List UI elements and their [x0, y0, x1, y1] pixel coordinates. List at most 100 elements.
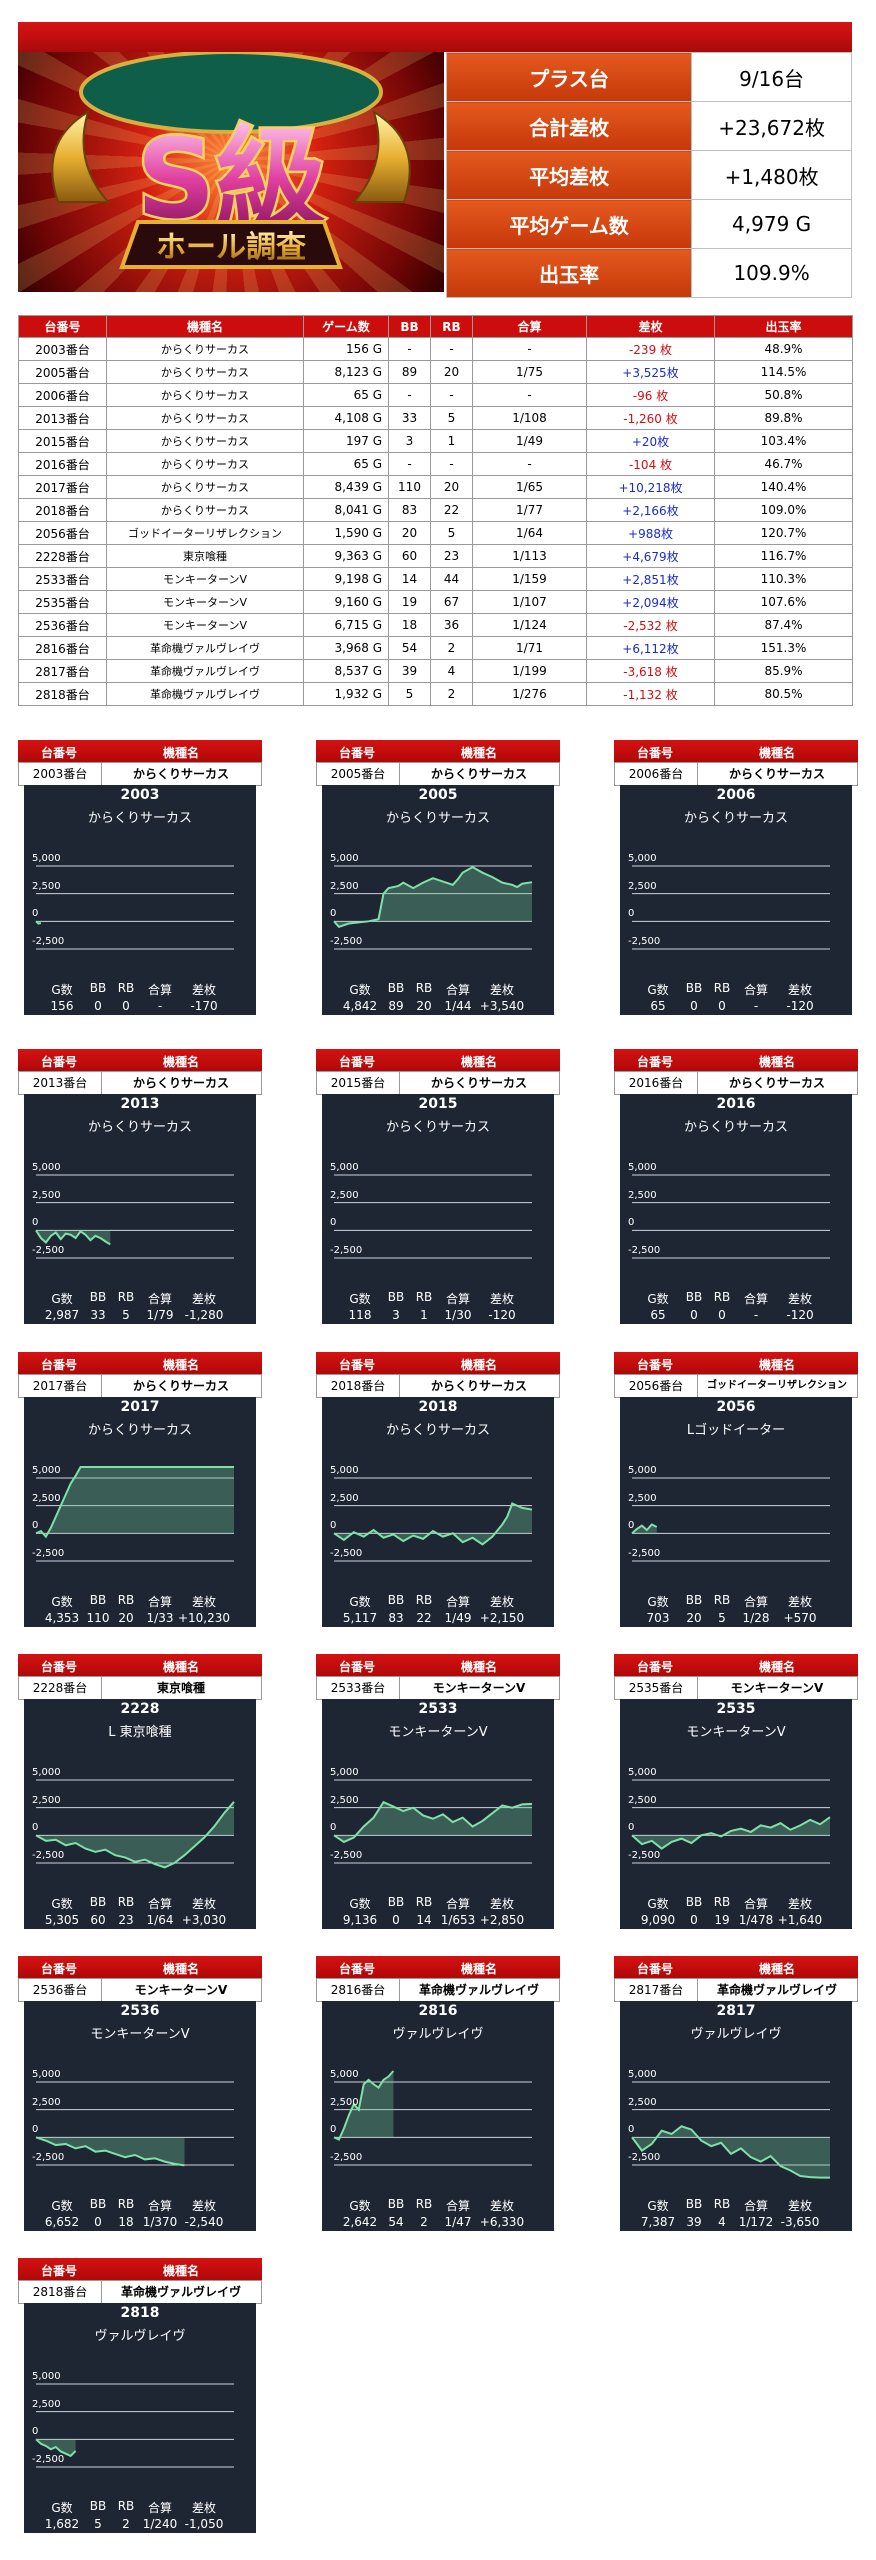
footer-label-g: G数	[647, 983, 669, 997]
footer-label-rb: RB	[117, 1290, 135, 1304]
footer-label-samai: 差枚	[191, 2501, 216, 2515]
footer-label-rb: RB	[415, 1593, 433, 1607]
summary-label: 合計差枚	[445, 101, 693, 151]
table-row: 2016番台 からくりサーカス 65 G - - - -104 枚 46.7%	[18, 452, 853, 476]
y-tick-label: 5,000	[32, 1162, 61, 1174]
table-cell: 2535番台	[18, 590, 107, 614]
footer-label-samai: 差枚	[489, 983, 514, 997]
card-header-model-label: 機種名	[460, 1962, 497, 1976]
footer-label-bb: BB	[89, 1593, 107, 1607]
card-header: 台番号 機種名	[316, 1956, 560, 1978]
table-cell: +20枚	[586, 429, 715, 453]
y-tick-label: 0	[32, 2124, 39, 2136]
y-tick-label: 2,500	[32, 1794, 61, 1806]
footer-label-g: G数	[647, 2199, 669, 2213]
column-header: 台番号	[18, 315, 107, 338]
series-line	[333, 2070, 395, 2141]
card-header-model-label: 機種名	[758, 1962, 795, 1976]
y-tick-label: 0	[32, 908, 39, 920]
hero-banner: S級 ホール調査	[18, 52, 444, 292]
footer-value-bb: 110	[86, 1611, 110, 1625]
y-tick-label: 0	[32, 1520, 39, 1532]
machine-card: 台番号 機種名 2013番台 からくりサーカス 2013 からくりサーカス 5,000 2,5…	[18, 1049, 262, 1327]
machine-card: 台番号 機種名 2018番台 からくりサーカス 2018 からくりサーカス 5,000 2,5…	[316, 1352, 560, 1630]
chart-title: L 東京喰種	[108, 1725, 172, 1740]
card-header: 台番号 機種名	[18, 1352, 262, 1374]
footer-label-g: G数	[51, 2501, 73, 2515]
footer-label-rb: RB	[415, 1895, 433, 1909]
summary-row: 平均ゲーム数 4,979 G	[445, 199, 852, 249]
footer-value-gassan: 1/28	[742, 1611, 770, 1625]
chart-title: からくりサーカス	[683, 1120, 788, 1135]
table-cell: 4	[430, 659, 473, 683]
table-cell: 20	[430, 360, 473, 384]
chart-panel: 2018 からくりサーカス 5,000 2,500 0 -2,500 G数 5,117 BB 83…	[322, 1397, 554, 1627]
table-cell: 8,041 G	[303, 498, 389, 522]
table-cell: -	[430, 383, 473, 407]
footer-value-g: 7,387	[640, 2215, 676, 2229]
table-cell: 54	[388, 636, 431, 660]
footer-value-samai: +10,230	[177, 1611, 231, 1625]
card-header: 台番号 機種名	[18, 1956, 262, 1978]
y-tick-label: 2,500	[330, 2096, 359, 2108]
footer-value-gassan: 1/49	[444, 1611, 472, 1625]
chart-panel: 2003 からくりサーカス 5,000 2,500 0 -2,500 G数 156 BB 0 RB 0…	[24, 785, 256, 1015]
y-tick-label: 2,500	[32, 2398, 61, 2410]
y-tick-label: 5,000	[330, 2069, 359, 2081]
footer-value-gassan: -	[753, 1308, 759, 1322]
card-subheader: 2535番台 モンキーターンV	[614, 1676, 858, 1700]
footer-label-samai: 差枚	[191, 2199, 216, 2213]
card-unit: 2005番台	[317, 763, 400, 785]
hero-banner-text: ホール調査	[156, 230, 306, 265]
table-cell: からくりサーカス	[106, 406, 304, 430]
footer-label-rb: RB	[713, 2197, 731, 2211]
footer-label-samai: 差枚	[787, 1595, 812, 1609]
table-cell: からくりサーカス	[106, 429, 304, 453]
card-subheader: 2005番台 からくりサーカス	[316, 762, 560, 786]
series-line	[631, 1523, 658, 1535]
chart-title: モンキーターンV	[686, 1725, 786, 1740]
table-cell: 2006番台	[18, 383, 107, 407]
table-row: 2228番台 東京喰種 9,363 G 60 23 1/113 +4,679枚 116.7%	[18, 544, 853, 568]
card-header-unit-label: 台番号	[636, 1962, 673, 1976]
table-cell: 89.8%	[714, 406, 853, 430]
summary-value: +1,480枚	[691, 150, 852, 200]
card-model: からくりサーカス	[430, 767, 527, 781]
table-cell: 革命機ヴァルヴレイヴ	[106, 636, 304, 660]
footer-value-samai: +6,330	[479, 2215, 525, 2229]
card-header: 台番号 機種名	[316, 1654, 560, 1676]
chart-svg	[333, 1779, 533, 1864]
table-cell: 1/49	[472, 429, 587, 453]
card-subheader: 2013番台 からくりサーカス	[18, 1071, 262, 1095]
series-line	[333, 1502, 533, 1546]
table-cell: 2536番台	[18, 613, 107, 637]
footer-label-samai: 差枚	[787, 1897, 812, 1911]
card-unit: 2018番台	[317, 1375, 400, 1397]
card-header: 台番号 機種名	[316, 1049, 560, 1071]
footer-value-bb: 0	[94, 999, 102, 1013]
footer-value-g: 703	[646, 1611, 670, 1625]
chart-title: ヴァルヴレイヴ	[94, 2329, 186, 2344]
chart-panel: 2816 ヴァルヴレイヴ 5,000 2,500 0 -2,500 G数 2,642 BB 54 R…	[322, 2001, 554, 2231]
footer-label-g: G数	[647, 1897, 669, 1911]
y-tick-label: -2,500	[32, 1547, 65, 1559]
card-subheader: 2817番台 革命機ヴァルヴレイヴ	[614, 1978, 858, 2002]
table-cell: 1,932 G	[303, 682, 389, 706]
table-cell: からくりサーカス	[106, 360, 304, 384]
card-model: 東京喰種	[156, 1681, 205, 1695]
card-subheader: 2056番台 ゴッドイーターリザレクション	[614, 1374, 858, 1398]
chart-unit-number: 2017	[120, 1399, 160, 1415]
y-tick-label: 5,000	[628, 853, 657, 865]
footer-label-rb: RB	[713, 1290, 731, 1304]
footer-value-samai: +2,150	[479, 1611, 525, 1625]
table-cell: 22	[430, 498, 473, 522]
table-cell: +10,218枚	[586, 475, 715, 499]
card-header: 台番号 機種名	[614, 1654, 858, 1676]
card-subheader: 2816番台 革命機ヴァルヴレイヴ	[316, 1978, 560, 2002]
chart-unit-number: 2013	[120, 1096, 160, 1112]
footer-value-gassan: 1/172	[738, 2215, 774, 2229]
footer-label-g: G数	[51, 2199, 73, 2213]
machine-card: 台番号 機種名 2817番台 革命機ヴァルヴレイヴ 2817 ヴァルヴレイヴ 5,000 2,…	[614, 1956, 858, 2234]
footer-label-bb: BB	[89, 2499, 107, 2513]
table-cell: 2003番台	[18, 337, 107, 361]
